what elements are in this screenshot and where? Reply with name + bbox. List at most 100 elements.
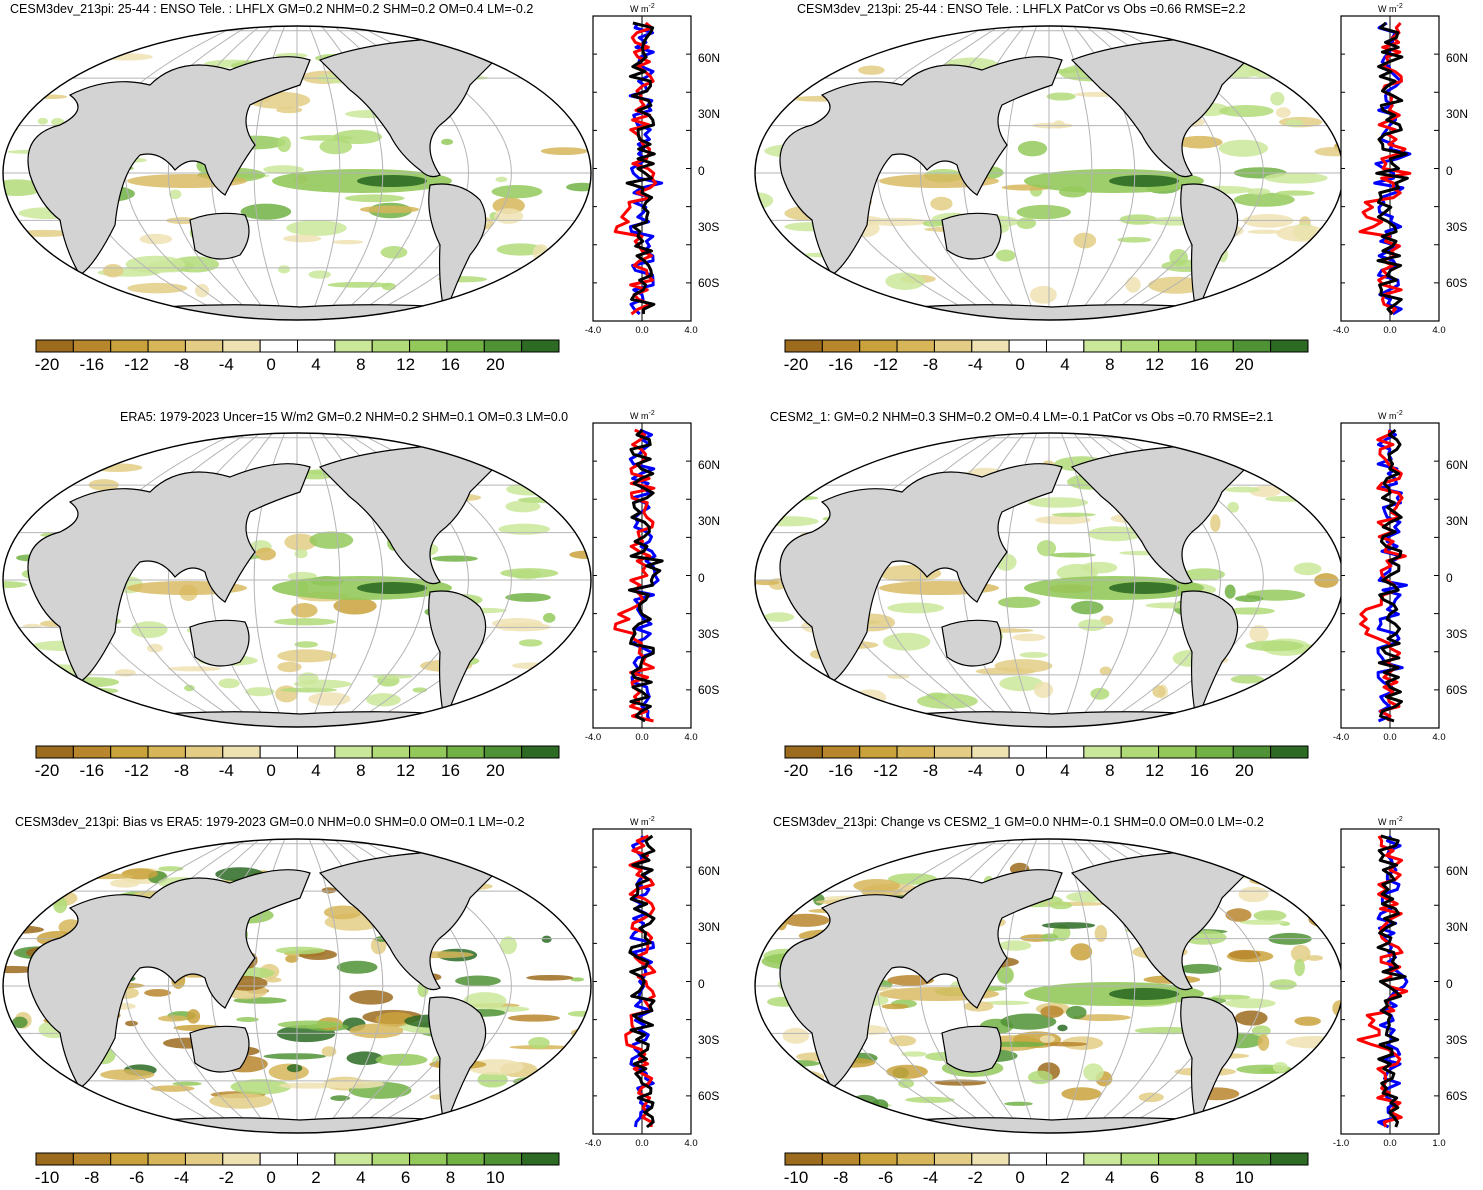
- zonal-x-tick: -1.0: [1332, 1138, 1350, 1149]
- colorbar-swatch: [1120, 745, 1160, 759]
- colorbar-swatch: [72, 1152, 112, 1166]
- zonal-x-tick: 4.0: [684, 325, 698, 336]
- colorbar: [784, 339, 1309, 353]
- colorbar-tick-label: 8: [1194, 1168, 1205, 1187]
- zonal-x-tick: -4.0: [1332, 732, 1350, 743]
- zonal-x-tick: 0.0: [1383, 732, 1397, 743]
- zonal-x-tick: 4.0: [684, 1138, 698, 1149]
- colorbar-swatch: [334, 339, 373, 353]
- colorbar-swatch: [446, 339, 485, 353]
- zonal-lat-label: 60S: [1446, 1089, 1468, 1104]
- colorbar-tick-label: -8: [84, 1168, 100, 1187]
- colorbar-tick-label: 20: [1234, 355, 1254, 374]
- zonal-lat-label: 60S: [1446, 683, 1468, 698]
- zonal-lat-label: 60N: [698, 863, 721, 878]
- zonal-lat-label: 60N: [1446, 457, 1469, 472]
- colorbar-tick-label: 0: [266, 1168, 276, 1187]
- colorbar-tick-label: 16: [440, 761, 460, 780]
- colorbar-swatch: [1120, 339, 1160, 353]
- colorbar-swatch: [222, 1152, 261, 1166]
- colorbar-tick-label: 4: [1105, 1168, 1115, 1187]
- colorbar-tick-label: 20: [1234, 761, 1254, 780]
- colorbar-tick-label: -6: [878, 1168, 894, 1187]
- colorbar-swatch: [1232, 1152, 1272, 1166]
- colorbar-tick-label: 8: [445, 1168, 456, 1187]
- world-map: [2, 838, 592, 1134]
- panel-title: CESM3dev_213pi: Change vs CESM2_1 GM=0.0…: [773, 815, 1264, 829]
- colorbar-tick-label: 16: [440, 355, 460, 374]
- zonal-x-tick: 0.0: [1383, 325, 1397, 336]
- zonal-lat-label: 30S: [1446, 1032, 1468, 1047]
- land-mass: [79, 304, 521, 320]
- colorbar-swatch: [1270, 339, 1309, 353]
- colorbar-swatch: [521, 1152, 560, 1166]
- zonal-lat-label: 30N: [698, 514, 721, 529]
- colorbar-tick-label: 2: [311, 1168, 321, 1187]
- zonal-mean-plot: [592, 422, 692, 729]
- colorbar-swatch: [1008, 339, 1047, 353]
- colorbar-swatch: [371, 745, 411, 759]
- colorbar-swatch: [1046, 1152, 1085, 1166]
- colorbar-swatch: [784, 745, 823, 759]
- colorbar-labels: -20 -16 -12 -8 -4 0 4 8 12 16 20: [35, 355, 558, 377]
- land-mass: [27, 56, 311, 276]
- colorbar-swatch: [1158, 745, 1197, 759]
- land-mass: [941, 1025, 1002, 1073]
- zonal-series-line: [1376, 834, 1407, 1128]
- colorbar-swatch: [933, 745, 973, 759]
- colorbar-swatch: [1232, 745, 1272, 759]
- colorbar-swatch: [821, 339, 861, 353]
- colorbar-tick-label: 12: [1145, 761, 1165, 780]
- colorbar-swatch: [1195, 1152, 1234, 1166]
- colorbar-swatch: [521, 745, 560, 759]
- colorbar-swatch: [72, 745, 112, 759]
- colorbar-swatch: [933, 1152, 973, 1166]
- zonal-lat-label: 60N: [698, 50, 721, 65]
- land-mass: [941, 212, 1002, 260]
- zonal-lat-label: 60S: [698, 1089, 720, 1104]
- colorbar-swatch: [409, 339, 448, 353]
- colorbar-labels: -10 -8 -6 -4 -2 0 2 4 6 8 10: [784, 1168, 1307, 1190]
- zonal-lat-label: 30S: [1446, 626, 1468, 641]
- colorbar-tick-label: 2: [1060, 1168, 1070, 1187]
- colorbar-swatch: [859, 1152, 898, 1166]
- colorbar-swatch: [334, 745, 373, 759]
- colorbar: [784, 1152, 1309, 1166]
- colorbar-tick-label: 0: [1015, 1168, 1025, 1187]
- colorbar-swatch: [72, 339, 112, 353]
- colorbar-tick-label: 0: [266, 761, 276, 780]
- zonal-x-tick: 1.0: [1432, 1138, 1446, 1149]
- zonal-series-line: [625, 21, 656, 315]
- colorbar: [784, 745, 1309, 759]
- panel-title: CESM3dev_213pi: 25-44 : ENSO Tele. : LHF…: [10, 2, 534, 16]
- colorbar-tick-label: -2: [218, 1168, 234, 1187]
- zonal-series-line: [1377, 428, 1403, 723]
- colorbar-tick-label: -16: [79, 355, 105, 374]
- colorbar-swatch: [297, 1152, 336, 1166]
- colorbar-tick-label: 4: [1060, 761, 1070, 780]
- colorbar-tick-label: 10: [1234, 1168, 1254, 1187]
- colorbar-labels: -10 -8 -6 -4 -2 0 2 4 6 8 10: [35, 1168, 558, 1190]
- colorbar-tick-label: -2: [967, 1168, 983, 1187]
- zonal-x-tick: 0.0: [635, 325, 649, 336]
- zonal-series-line: [627, 428, 664, 723]
- colorbar-swatch: [222, 339, 261, 353]
- colorbar-tick-label: -20: [783, 761, 809, 780]
- colorbar-tick-label: -12: [873, 761, 898, 780]
- zonal-mean-plot: [1340, 15, 1440, 322]
- land-mass: [79, 1117, 521, 1133]
- zonal-units: W m-2: [1378, 816, 1403, 827]
- colorbar-swatch: [297, 745, 336, 759]
- zonal-mean-plot: [1340, 828, 1440, 1135]
- colorbar-swatch: [184, 339, 224, 353]
- land-mass: [831, 1117, 1273, 1133]
- colorbar-tick-label: -4: [218, 355, 234, 374]
- colorbar-swatch: [821, 1152, 861, 1166]
- zonal-units: W m-2: [630, 3, 655, 14]
- colorbar-swatch: [147, 339, 186, 353]
- zonal-x-tick: 0.0: [1383, 1138, 1397, 1149]
- land-mass: [779, 869, 1063, 1089]
- zonal-x-tick: 4.0: [1432, 732, 1446, 743]
- colorbar-swatch: [184, 745, 224, 759]
- colorbar-swatch: [409, 745, 448, 759]
